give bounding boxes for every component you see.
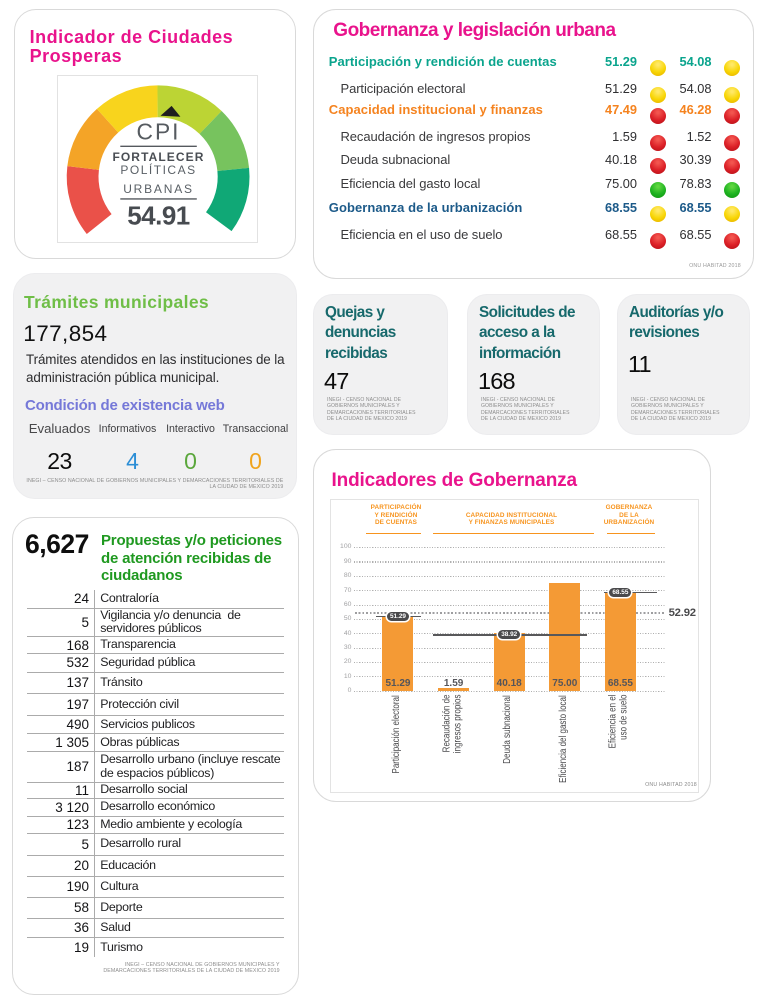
svg-text:POLÍTICAS: POLÍTICAS xyxy=(120,162,196,177)
svg-text:CPI: CPI xyxy=(136,119,180,145)
svg-text:FORTALECER: FORTALECER xyxy=(112,150,204,164)
svg-text:54.91: 54.91 xyxy=(127,200,190,230)
svg-text:URBANAS: URBANAS xyxy=(123,182,194,196)
